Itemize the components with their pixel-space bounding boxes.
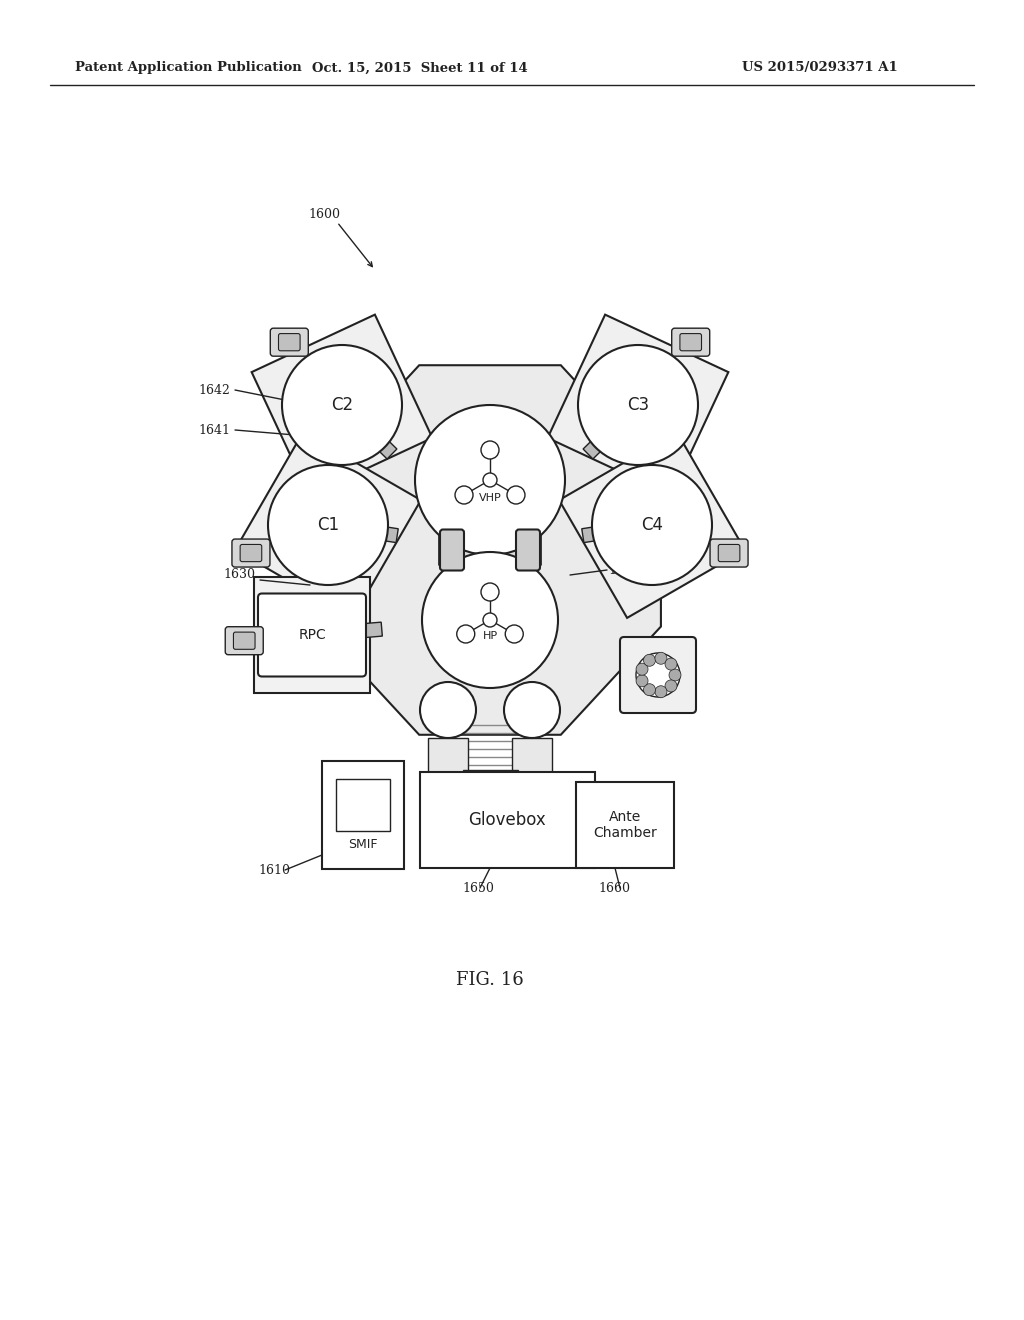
Circle shape <box>415 405 565 554</box>
Text: Glovebox: Glovebox <box>468 810 546 829</box>
Circle shape <box>483 612 497 627</box>
Circle shape <box>457 624 475 643</box>
FancyBboxPatch shape <box>680 334 701 351</box>
Text: HP: HP <box>482 631 498 642</box>
Circle shape <box>636 653 680 697</box>
FancyBboxPatch shape <box>279 334 300 351</box>
FancyBboxPatch shape <box>672 329 710 356</box>
Polygon shape <box>254 577 370 693</box>
Circle shape <box>643 684 655 696</box>
Polygon shape <box>559 432 744 618</box>
Circle shape <box>643 655 655 667</box>
Circle shape <box>665 659 677 671</box>
Text: 1644: 1644 <box>635 424 667 437</box>
FancyBboxPatch shape <box>225 627 263 655</box>
Circle shape <box>578 345 698 465</box>
Text: C2: C2 <box>331 396 353 414</box>
Polygon shape <box>367 524 398 543</box>
Text: 1620: 1620 <box>608 564 640 577</box>
Text: C1: C1 <box>317 516 339 535</box>
Circle shape <box>507 486 525 504</box>
Circle shape <box>422 552 558 688</box>
Circle shape <box>669 669 681 681</box>
Text: VHP: VHP <box>478 492 502 503</box>
FancyBboxPatch shape <box>710 539 749 568</box>
Bar <box>420 772 595 869</box>
Circle shape <box>481 441 499 459</box>
FancyBboxPatch shape <box>440 529 464 570</box>
Bar <box>428 738 468 772</box>
Polygon shape <box>319 366 660 735</box>
FancyBboxPatch shape <box>241 544 262 561</box>
FancyBboxPatch shape <box>718 544 740 561</box>
FancyBboxPatch shape <box>270 329 308 356</box>
Text: Ante
Chamber: Ante Chamber <box>593 810 656 840</box>
Text: 1642: 1642 <box>198 384 229 396</box>
Text: 1600: 1600 <box>308 209 340 222</box>
Circle shape <box>665 680 677 692</box>
FancyBboxPatch shape <box>620 638 696 713</box>
Bar <box>463 770 517 800</box>
Polygon shape <box>366 428 397 459</box>
FancyBboxPatch shape <box>233 632 255 649</box>
Circle shape <box>282 345 402 465</box>
Text: SMIF: SMIF <box>348 838 378 851</box>
Bar <box>512 738 552 772</box>
FancyBboxPatch shape <box>516 529 540 570</box>
Circle shape <box>655 652 667 664</box>
FancyBboxPatch shape <box>232 539 270 568</box>
Text: 1643: 1643 <box>635 384 667 396</box>
Text: 1650: 1650 <box>462 882 494 895</box>
Text: Patent Application Publication: Patent Application Publication <box>75 62 302 74</box>
Circle shape <box>655 686 667 698</box>
Text: C3: C3 <box>627 396 649 414</box>
Bar <box>336 779 390 830</box>
Circle shape <box>481 583 499 601</box>
Text: Oct. 15, 2015  Sheet 11 of 14: Oct. 15, 2015 Sheet 11 of 14 <box>312 62 528 74</box>
Text: C4: C4 <box>641 516 663 535</box>
Bar <box>575 781 674 869</box>
FancyBboxPatch shape <box>258 594 366 676</box>
Circle shape <box>636 675 648 686</box>
Text: RPC: RPC <box>298 628 326 642</box>
Polygon shape <box>439 515 541 586</box>
Polygon shape <box>582 524 613 543</box>
Polygon shape <box>548 314 728 495</box>
Text: 1641: 1641 <box>198 424 230 437</box>
Circle shape <box>505 624 523 643</box>
Circle shape <box>455 486 473 504</box>
Text: US 2015/0293371 A1: US 2015/0293371 A1 <box>742 62 898 74</box>
Circle shape <box>636 663 648 676</box>
Text: 1630: 1630 <box>223 569 255 582</box>
Circle shape <box>483 473 497 487</box>
Circle shape <box>592 465 712 585</box>
Circle shape <box>268 465 388 585</box>
Circle shape <box>420 682 476 738</box>
Text: FIG. 16: FIG. 16 <box>456 972 524 989</box>
Polygon shape <box>252 314 432 495</box>
Polygon shape <box>236 432 421 618</box>
Text: 1660: 1660 <box>598 882 630 895</box>
Polygon shape <box>351 622 382 639</box>
Bar <box>322 762 404 869</box>
Polygon shape <box>583 428 614 459</box>
Text: 1610: 1610 <box>258 863 290 876</box>
Circle shape <box>504 682 560 738</box>
